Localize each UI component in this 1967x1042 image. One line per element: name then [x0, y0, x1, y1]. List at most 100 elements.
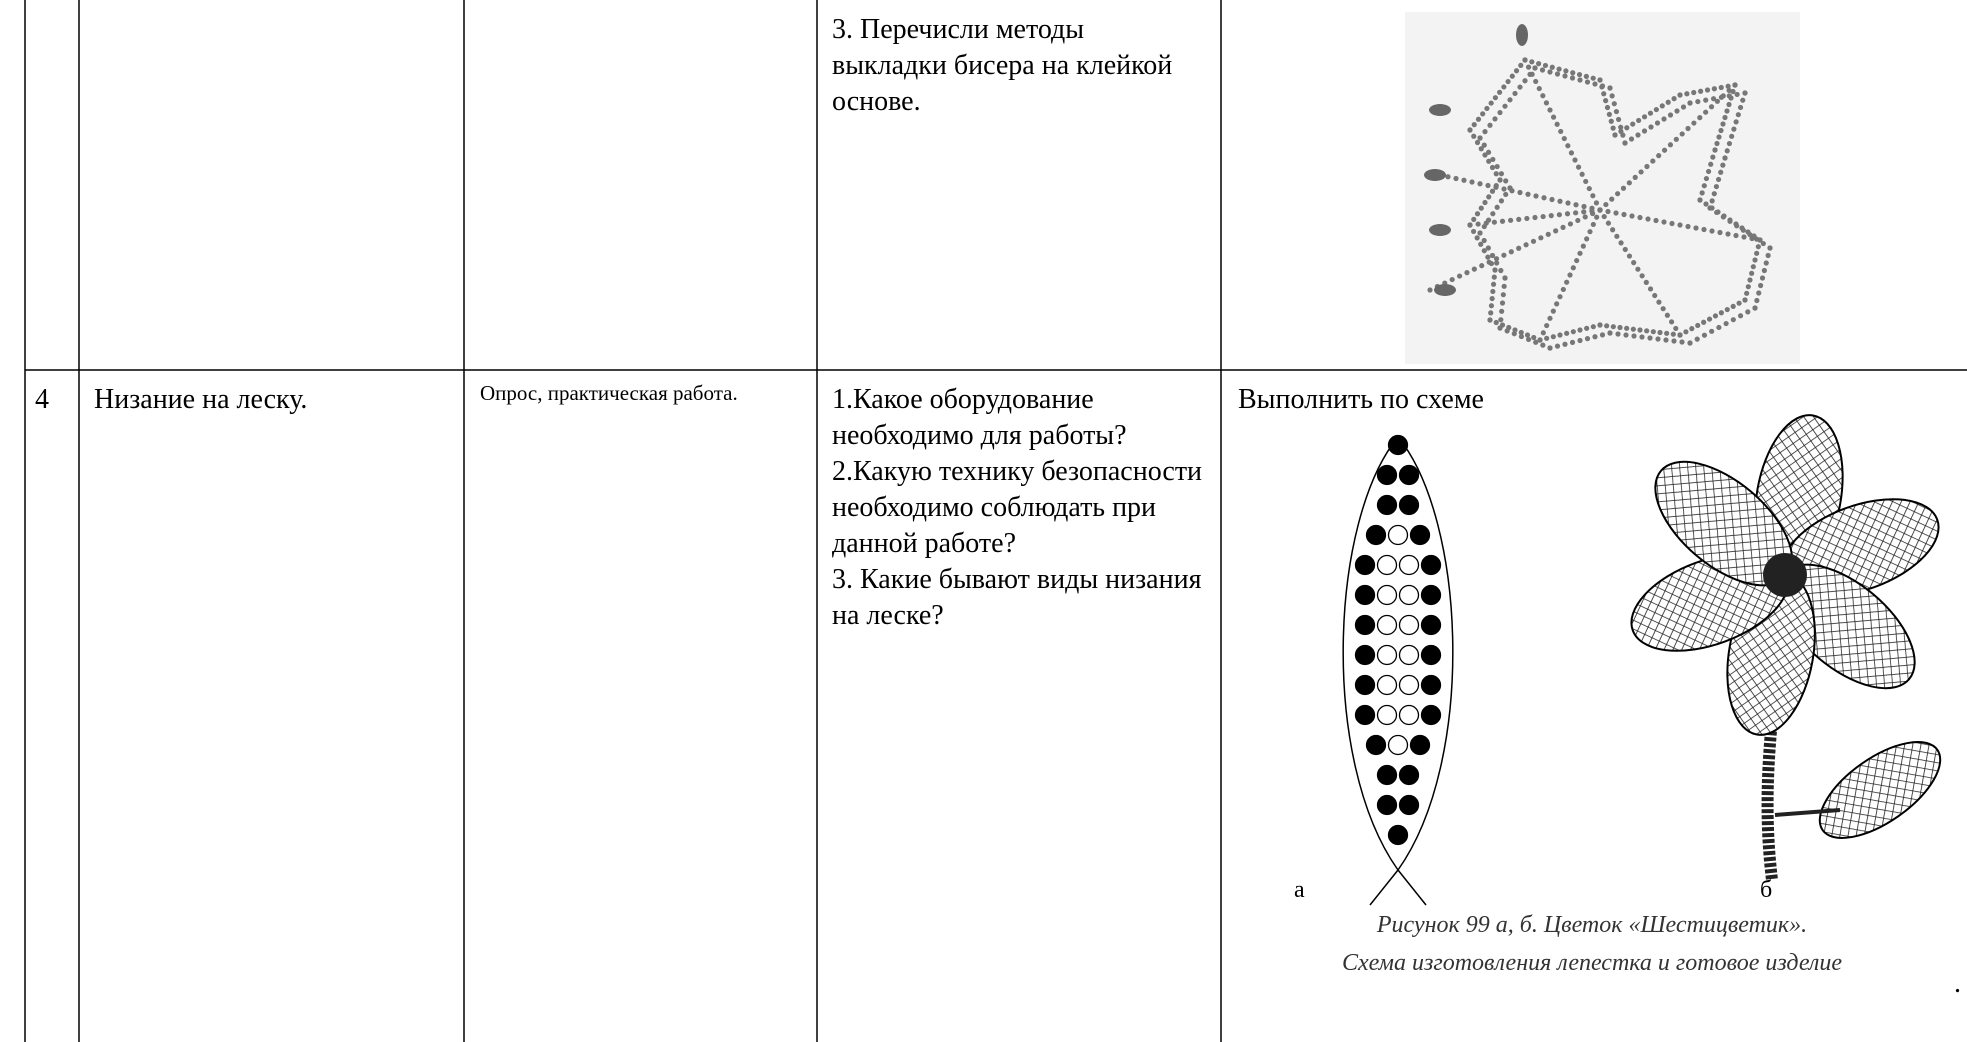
bead — [1754, 297, 1760, 304]
bead — [1569, 75, 1576, 81]
bead-drop — [1516, 24, 1528, 46]
bead — [1626, 253, 1633, 259]
bead — [1503, 178, 1509, 184]
bead — [1365, 524, 1387, 546]
bead — [1529, 59, 1535, 65]
bead — [1597, 322, 1603, 328]
bead — [1622, 140, 1628, 146]
bead — [1488, 303, 1495, 309]
bead — [1584, 236, 1590, 242]
bead — [1639, 334, 1645, 340]
bead — [1376, 614, 1398, 636]
bead — [1722, 114, 1728, 121]
bead — [1575, 217, 1581, 224]
bead — [1518, 329, 1524, 336]
bead — [1730, 317, 1736, 323]
bead — [1469, 179, 1475, 185]
bead — [1532, 214, 1538, 221]
bead — [1498, 267, 1504, 274]
bead — [1709, 328, 1715, 334]
bead — [1745, 284, 1751, 290]
bead — [1376, 794, 1398, 816]
bead — [1698, 88, 1704, 94]
bead — [1543, 100, 1550, 106]
bead — [1630, 326, 1636, 332]
bead — [1493, 319, 1499, 326]
bead — [1483, 220, 1489, 226]
bead — [1464, 270, 1470, 276]
bead — [1601, 213, 1607, 220]
leaf-twig — [1774, 808, 1841, 817]
bead — [1737, 313, 1744, 319]
bead — [1757, 237, 1763, 243]
bead — [1708, 161, 1714, 167]
bead — [1761, 267, 1767, 274]
bead — [1486, 259, 1492, 265]
bead-drop — [1429, 224, 1451, 236]
bead — [1477, 135, 1483, 141]
bead — [1497, 109, 1503, 116]
bead — [1636, 117, 1642, 124]
bead — [1493, 184, 1499, 190]
bead — [1518, 62, 1524, 68]
bead — [1677, 332, 1683, 338]
bead — [1481, 248, 1487, 254]
bead — [1481, 237, 1487, 244]
bead — [1481, 142, 1487, 148]
bead — [1564, 211, 1571, 217]
bead — [1643, 279, 1649, 285]
bead — [1573, 202, 1579, 208]
bead — [1687, 100, 1693, 106]
bead — [1618, 128, 1624, 134]
bead — [1703, 109, 1709, 115]
bead — [1409, 734, 1431, 756]
bead — [1740, 97, 1746, 103]
bead — [1664, 330, 1670, 336]
bead — [1730, 303, 1736, 309]
bead — [1610, 125, 1616, 131]
bead — [1398, 554, 1420, 576]
bead — [1563, 68, 1569, 74]
bead — [1628, 136, 1635, 142]
bead — [1420, 704, 1442, 726]
bead — [1612, 132, 1618, 138]
bead — [1504, 328, 1510, 334]
bead — [1491, 219, 1497, 225]
bead — [1755, 244, 1761, 250]
bead — [1615, 116, 1622, 123]
bead — [1765, 252, 1771, 259]
bead — [1485, 182, 1491, 189]
bead — [1548, 213, 1554, 219]
table-borders — [24, 0, 1967, 1042]
bead — [1467, 222, 1473, 228]
bead — [1624, 325, 1630, 331]
bead — [1544, 322, 1550, 329]
bead — [1665, 99, 1671, 105]
bead — [1541, 195, 1547, 201]
bead — [1564, 330, 1570, 336]
bead — [1499, 300, 1506, 306]
bead — [1652, 292, 1658, 299]
bead — [1718, 310, 1724, 316]
bead — [1731, 126, 1737, 132]
bead — [1354, 614, 1376, 636]
bead — [1485, 245, 1491, 251]
bead — [1669, 220, 1675, 227]
bead — [1671, 96, 1677, 102]
bead — [1581, 203, 1587, 210]
bead — [1608, 118, 1614, 124]
bead — [1714, 140, 1720, 147]
bead — [1536, 85, 1542, 92]
bead — [1570, 70, 1576, 76]
bead — [1584, 325, 1590, 331]
bead — [1657, 329, 1663, 336]
bead — [1445, 174, 1451, 180]
bead — [1573, 210, 1579, 216]
bead — [1631, 260, 1637, 266]
bead — [1474, 211, 1481, 217]
bead — [1420, 644, 1442, 666]
bead — [1540, 342, 1546, 348]
bead — [1710, 96, 1717, 102]
bead — [1569, 339, 1576, 345]
bead — [1522, 78, 1528, 84]
